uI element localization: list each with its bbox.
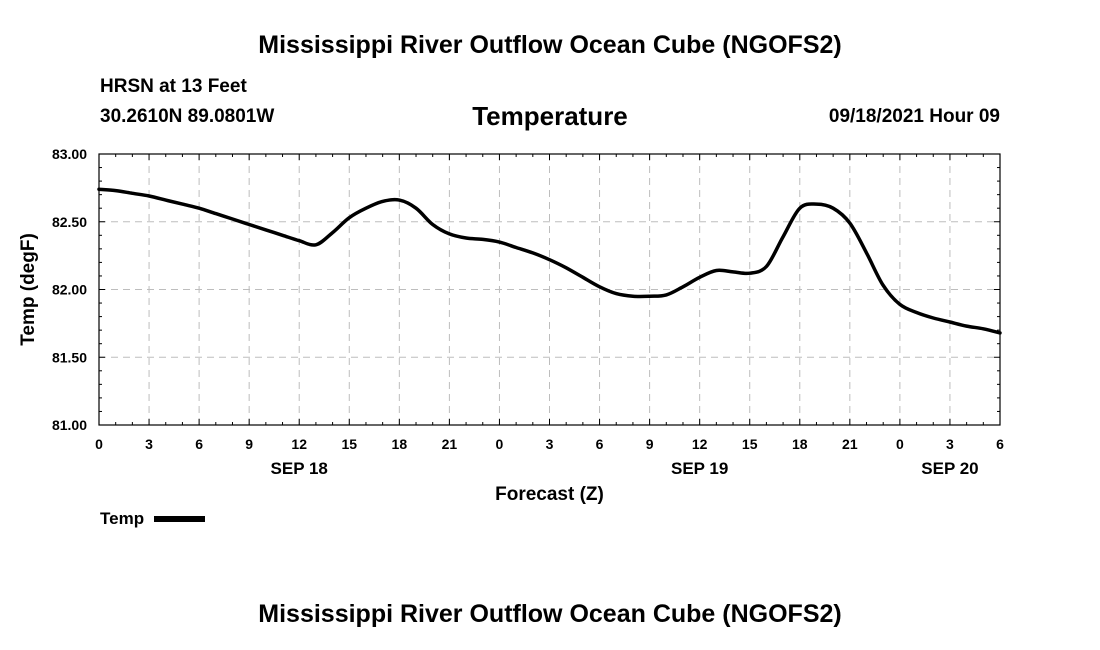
x-tick-label: 12 bbox=[291, 436, 307, 452]
tick-labels: 0 3 6 9 12 15 18 21 0 3 6 9 12 15 18 21 0 3 6 81.00 81.50 82.… bbox=[52, 146, 1004, 478]
x-day-label: SEP 19 bbox=[671, 459, 728, 478]
plot-title: Temperature bbox=[472, 101, 628, 131]
x-axis-label: Forecast (Z) bbox=[495, 484, 604, 505]
station-label: HRSN at 13 Feet bbox=[100, 76, 247, 97]
plot-frame bbox=[98, 153, 1001, 426]
y-tick-label: 82.50 bbox=[52, 214, 87, 230]
grid-lines bbox=[99, 154, 1000, 425]
x-tick-label: 6 bbox=[195, 436, 203, 452]
chart-footer-title: Mississippi River Outflow Ocean Cube (NG… bbox=[258, 600, 842, 628]
x-tick-label: 9 bbox=[646, 436, 654, 452]
x-tick-label: 18 bbox=[792, 436, 808, 452]
x-tick-label: 21 bbox=[842, 436, 858, 452]
x-tick-label: 0 bbox=[896, 436, 904, 452]
x-tick-label: 3 bbox=[145, 436, 153, 452]
temp-series-line bbox=[97, 187, 1002, 335]
x-tick-label: 0 bbox=[496, 436, 504, 452]
y-tick-label: 81.50 bbox=[52, 349, 87, 365]
x-tick-label: 21 bbox=[442, 436, 458, 452]
y-axis-label: Temp (degF) bbox=[18, 233, 39, 346]
x-tick-label: 0 bbox=[95, 436, 103, 452]
chart-main-title: Mississippi River Outflow Ocean Cube (NG… bbox=[258, 31, 842, 59]
legend-line-swatch bbox=[154, 515, 206, 522]
x-tick-label: 6 bbox=[996, 436, 1004, 452]
x-tick-label: 3 bbox=[946, 436, 954, 452]
x-day-label: SEP 18 bbox=[271, 459, 328, 478]
x-tick-label: 18 bbox=[392, 436, 408, 452]
x-tick-label: 15 bbox=[341, 436, 357, 452]
x-tick-label: 9 bbox=[245, 436, 253, 452]
x-tick-label: 3 bbox=[546, 436, 554, 452]
x-tick-label: 12 bbox=[692, 436, 708, 452]
legend: Temp bbox=[100, 509, 206, 529]
y-tick-label: 82.00 bbox=[52, 282, 87, 298]
x-tick-label: 6 bbox=[596, 436, 604, 452]
x-day-label: SEP 20 bbox=[921, 459, 978, 478]
legend-label: Temp bbox=[100, 509, 145, 528]
coordinates-label: 30.2610N 89.0801W bbox=[100, 106, 275, 127]
x-tick-label: 15 bbox=[742, 436, 758, 452]
y-tick-label: 81.00 bbox=[52, 417, 87, 433]
valid-time-label: 09/18/2021 Hour 09 bbox=[828, 106, 1000, 127]
y-tick-label: 83.00 bbox=[52, 146, 87, 162]
